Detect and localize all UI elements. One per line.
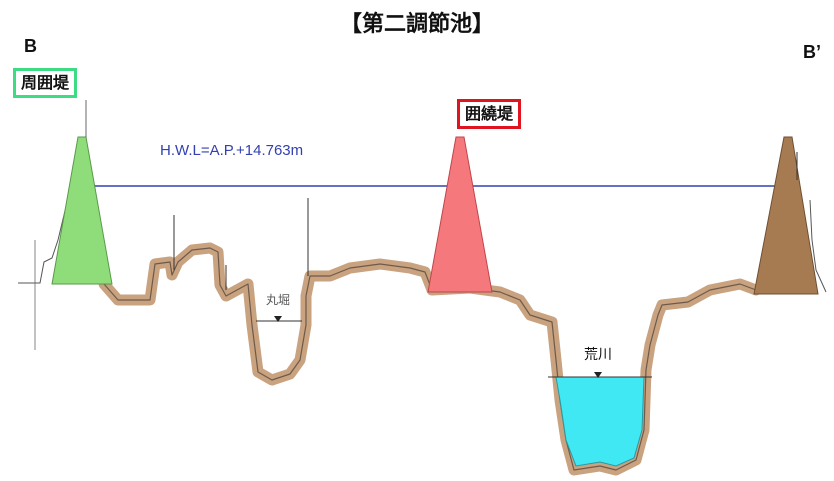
- arakawa-water-marker: [594, 372, 602, 378]
- ground-profile-edge: [103, 247, 757, 471]
- marubori-label: 丸堀: [266, 293, 291, 307]
- perimeter-levee-label: 周囲堤: [13, 68, 78, 98]
- right-levee: [753, 136, 819, 295]
- section-start-label: B: [24, 36, 37, 56]
- surround-levee: [427, 136, 493, 293]
- diagram-title: 【第二調節池】: [339, 12, 494, 37]
- outer-ground-right: [809, 199, 827, 293]
- surround-levee-label: 囲繞堤: [457, 99, 522, 129]
- hwl-label: H.W.L=A.P.+14.763m: [160, 142, 304, 159]
- arakawa-water: [555, 376, 645, 467]
- perimeter-levee: [51, 136, 113, 285]
- arakawa-label: 荒川: [584, 347, 612, 363]
- marubori-water-marker: [274, 316, 282, 322]
- section-end-label: B’: [803, 42, 821, 62]
